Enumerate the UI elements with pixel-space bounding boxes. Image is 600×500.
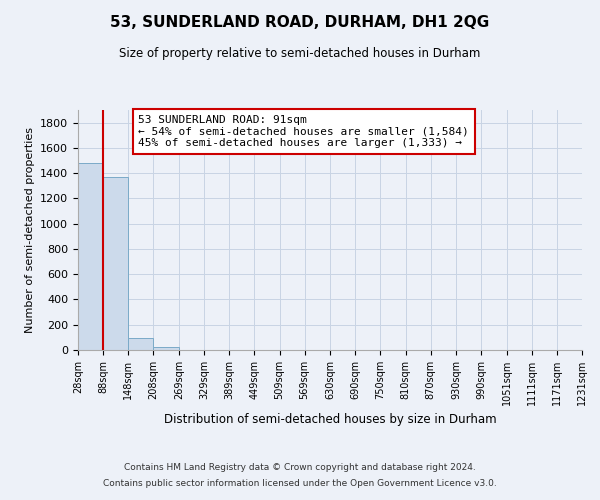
Text: 53 SUNDERLAND ROAD: 91sqm
← 54% of semi-detached houses are smaller (1,584)
45% : 53 SUNDERLAND ROAD: 91sqm ← 54% of semi-…: [139, 115, 469, 148]
X-axis label: Distribution of semi-detached houses by size in Durham: Distribution of semi-detached houses by …: [164, 414, 496, 426]
Bar: [128, 338, 154, 350]
Text: Contains HM Land Registry data © Crown copyright and database right 2024.: Contains HM Land Registry data © Crown c…: [124, 464, 476, 472]
Text: 53, SUNDERLAND ROAD, DURHAM, DH1 2QG: 53, SUNDERLAND ROAD, DURHAM, DH1 2QG: [110, 15, 490, 30]
Bar: [103, 177, 128, 350]
Bar: [154, 347, 179, 350]
Y-axis label: Number of semi-detached properties: Number of semi-detached properties: [25, 127, 35, 333]
Text: Contains public sector information licensed under the Open Government Licence v3: Contains public sector information licen…: [103, 478, 497, 488]
Bar: [78, 162, 103, 350]
Text: Size of property relative to semi-detached houses in Durham: Size of property relative to semi-detach…: [119, 48, 481, 60]
